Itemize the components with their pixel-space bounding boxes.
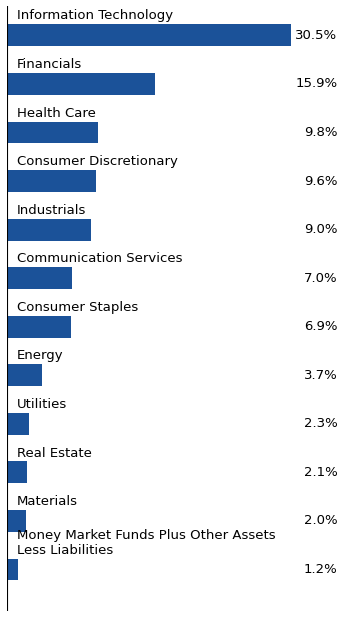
Bar [7,462,27,483]
Text: Information Technology: Information Technology [17,9,174,22]
Text: 1.2%: 1.2% [303,563,337,576]
Bar [7,73,155,95]
Text: 15.9%: 15.9% [295,77,337,90]
Bar [7,122,98,143]
Text: 2.3%: 2.3% [303,417,337,430]
Bar [7,365,42,386]
Text: Consumer Discretionary: Consumer Discretionary [17,155,178,168]
Text: Utilities: Utilities [17,398,67,411]
Text: Industrials: Industrials [17,204,87,217]
Bar [7,316,71,337]
Bar [7,218,91,241]
Text: Real Estate: Real Estate [17,447,92,460]
Text: Energy: Energy [17,349,64,362]
Text: 9.0%: 9.0% [304,223,337,236]
Text: Consumer Staples: Consumer Staples [17,301,139,314]
Bar [7,267,72,289]
Text: 3.7%: 3.7% [303,369,337,382]
Text: Money Market Funds Plus Other Assets
Less Liabilities: Money Market Funds Plus Other Assets Les… [17,529,276,557]
Bar [7,413,28,435]
Text: Communication Services: Communication Services [17,252,183,265]
Text: 2.1%: 2.1% [303,466,337,479]
Text: 2.0%: 2.0% [304,515,337,528]
Text: Health Care: Health Care [17,107,96,120]
Bar [7,25,291,46]
Bar [7,170,96,192]
Bar [7,558,18,581]
Text: Financials: Financials [17,58,82,71]
Text: 9.8%: 9.8% [304,126,337,139]
Text: 30.5%: 30.5% [295,29,337,42]
Text: Materials: Materials [17,495,78,508]
Bar [7,510,26,532]
Text: 6.9%: 6.9% [304,320,337,333]
Text: 9.6%: 9.6% [304,175,337,188]
Text: 7.0%: 7.0% [304,271,337,284]
